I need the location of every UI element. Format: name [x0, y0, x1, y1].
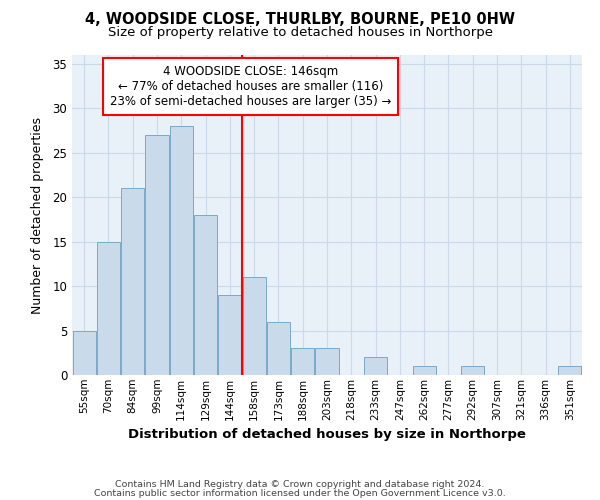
Bar: [170, 126, 193, 375]
Bar: [121, 188, 144, 375]
Text: Contains HM Land Registry data © Crown copyright and database right 2024.: Contains HM Land Registry data © Crown c…: [115, 480, 485, 489]
Bar: [97, 242, 120, 375]
Bar: [316, 348, 338, 375]
Bar: [364, 357, 387, 375]
Bar: [242, 277, 266, 375]
Y-axis label: Number of detached properties: Number of detached properties: [31, 116, 44, 314]
Bar: [267, 322, 290, 375]
Bar: [73, 330, 95, 375]
Text: 4 WOODSIDE CLOSE: 146sqm
← 77% of detached houses are smaller (116)
23% of semi-: 4 WOODSIDE CLOSE: 146sqm ← 77% of detach…: [110, 64, 391, 108]
Text: Size of property relative to detached houses in Northorpe: Size of property relative to detached ho…: [107, 26, 493, 39]
Text: 4, WOODSIDE CLOSE, THURLBY, BOURNE, PE10 0HW: 4, WOODSIDE CLOSE, THURLBY, BOURNE, PE10…: [85, 12, 515, 28]
Bar: [461, 366, 484, 375]
Bar: [291, 348, 314, 375]
X-axis label: Distribution of detached houses by size in Northorpe: Distribution of detached houses by size …: [128, 428, 526, 441]
Bar: [145, 135, 169, 375]
Bar: [413, 366, 436, 375]
Bar: [559, 366, 581, 375]
Bar: [194, 215, 217, 375]
Text: Contains public sector information licensed under the Open Government Licence v3: Contains public sector information licen…: [94, 488, 506, 498]
Bar: [218, 295, 241, 375]
